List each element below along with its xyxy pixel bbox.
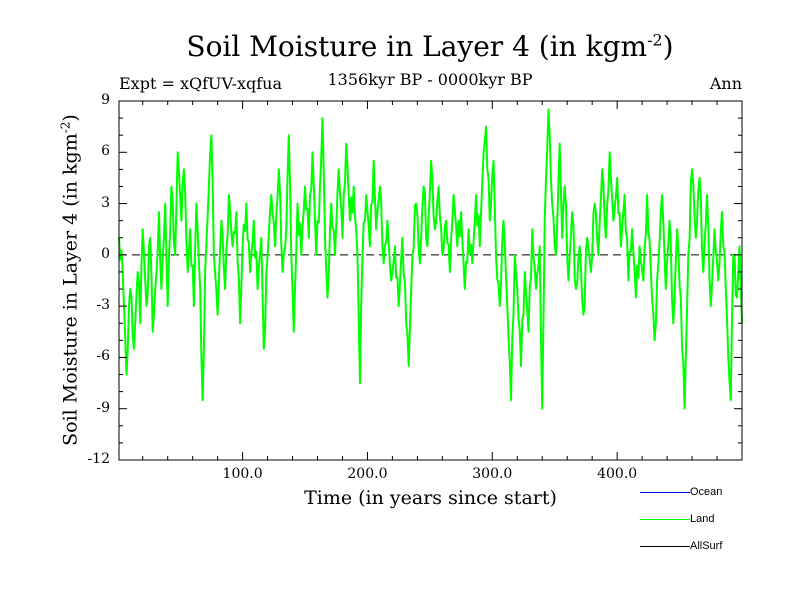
legend-swatch-allsurf (640, 546, 690, 547)
y-axis-label: Soil Moisture in Layer 4 (in kgm-2) (58, 114, 82, 446)
y-tick-label: -3 (96, 297, 110, 314)
legend-label-land: Land (690, 513, 715, 525)
experiment-label: Expt = xQfUV-xqfua (119, 74, 283, 93)
x-tick-label: 100.0 (222, 466, 263, 482)
plot-frame (118, 100, 743, 461)
y-tick-label: 0 (101, 245, 110, 262)
x-axis-label: Time (in years since start) (304, 487, 557, 509)
x-tick-label: 300.0 (472, 466, 513, 482)
legend-swatch-land (640, 519, 690, 520)
y-tick-label: 9 (101, 92, 110, 108)
legend-label-allsurf: AllSurf (690, 540, 723, 552)
y-tick-label: 3 (101, 194, 110, 211)
y-tick-label: -9 (96, 399, 110, 416)
y-tick-label: -6 (96, 348, 110, 365)
y-tick-label: 6 (101, 143, 110, 160)
x-tick-label: 400.0 (597, 466, 638, 482)
season-label: Ann (709, 74, 742, 93)
y-tick-label: -12 (87, 451, 110, 467)
legend-label-ocean: Ocean (690, 486, 723, 498)
period-label: 1356kyr BP - 0000kyr BP (327, 70, 533, 89)
x-tick-label: 200.0 (347, 466, 388, 482)
legend-swatch-ocean (640, 492, 690, 493)
chart-title: Soil Moisture in Layer 4 (in kgm-2) (186, 30, 674, 63)
series-line-land (118, 108, 743, 410)
